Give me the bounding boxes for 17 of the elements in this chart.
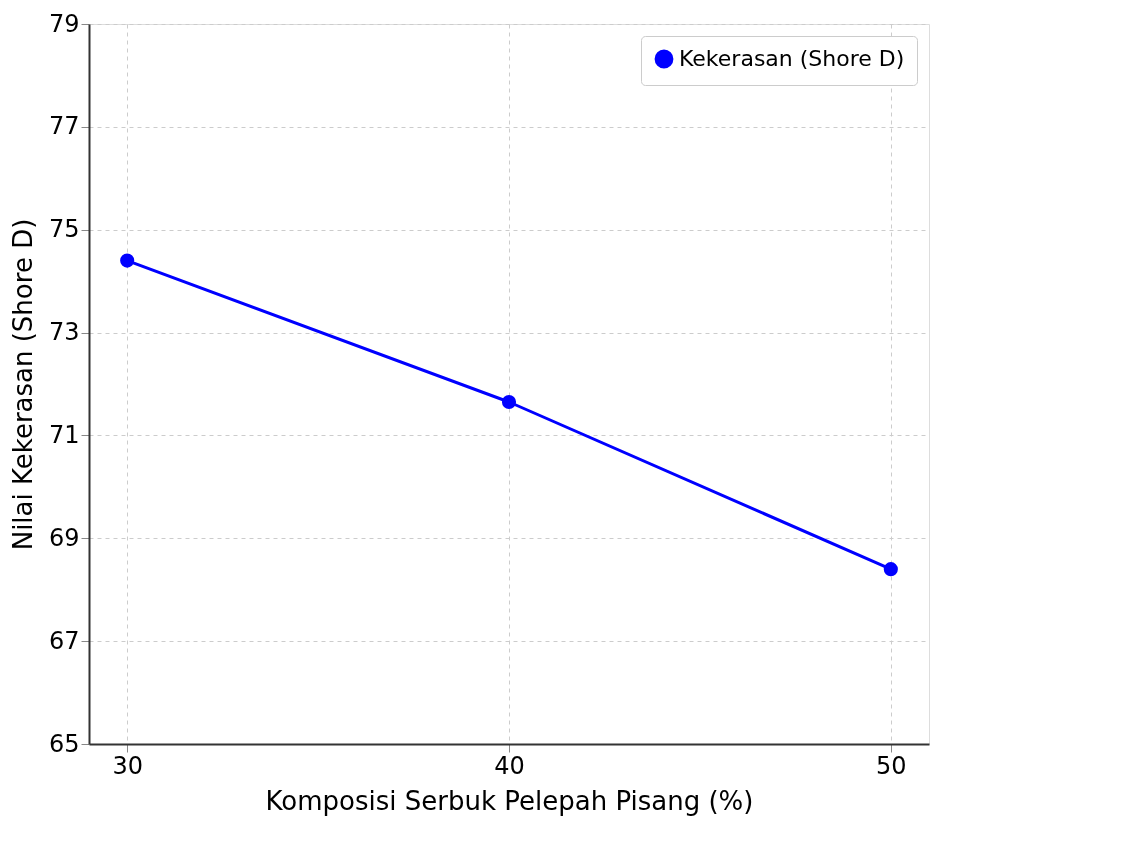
y-axis-title: Nilai Kekerasan (Shore D) bbox=[7, 218, 38, 551]
x-tick-label: 40 bbox=[494, 751, 525, 780]
x-tick-label: 30 bbox=[112, 751, 143, 780]
y-tick-label: 71 bbox=[48, 420, 80, 449]
y-tick-label: 65 bbox=[48, 729, 80, 758]
point bbox=[501, 394, 517, 410]
y-tick-label: 73 bbox=[48, 318, 80, 347]
point bbox=[120, 253, 135, 268]
x-axis-title: Komposisi Serbuk Pelepah Pisang (%) bbox=[265, 785, 754, 816]
y-tick-label: 75 bbox=[48, 215, 80, 244]
y-tick-label: 79 bbox=[48, 9, 80, 38]
y-tick-label: 77 bbox=[48, 112, 80, 141]
y-tick-label: 67 bbox=[48, 626, 80, 655]
point bbox=[883, 562, 898, 577]
x-tick-label: 50 bbox=[876, 751, 907, 780]
y-tick-label: 69 bbox=[48, 523, 80, 552]
legend-label: Kekerasan (Shore D) bbox=[679, 46, 905, 71]
